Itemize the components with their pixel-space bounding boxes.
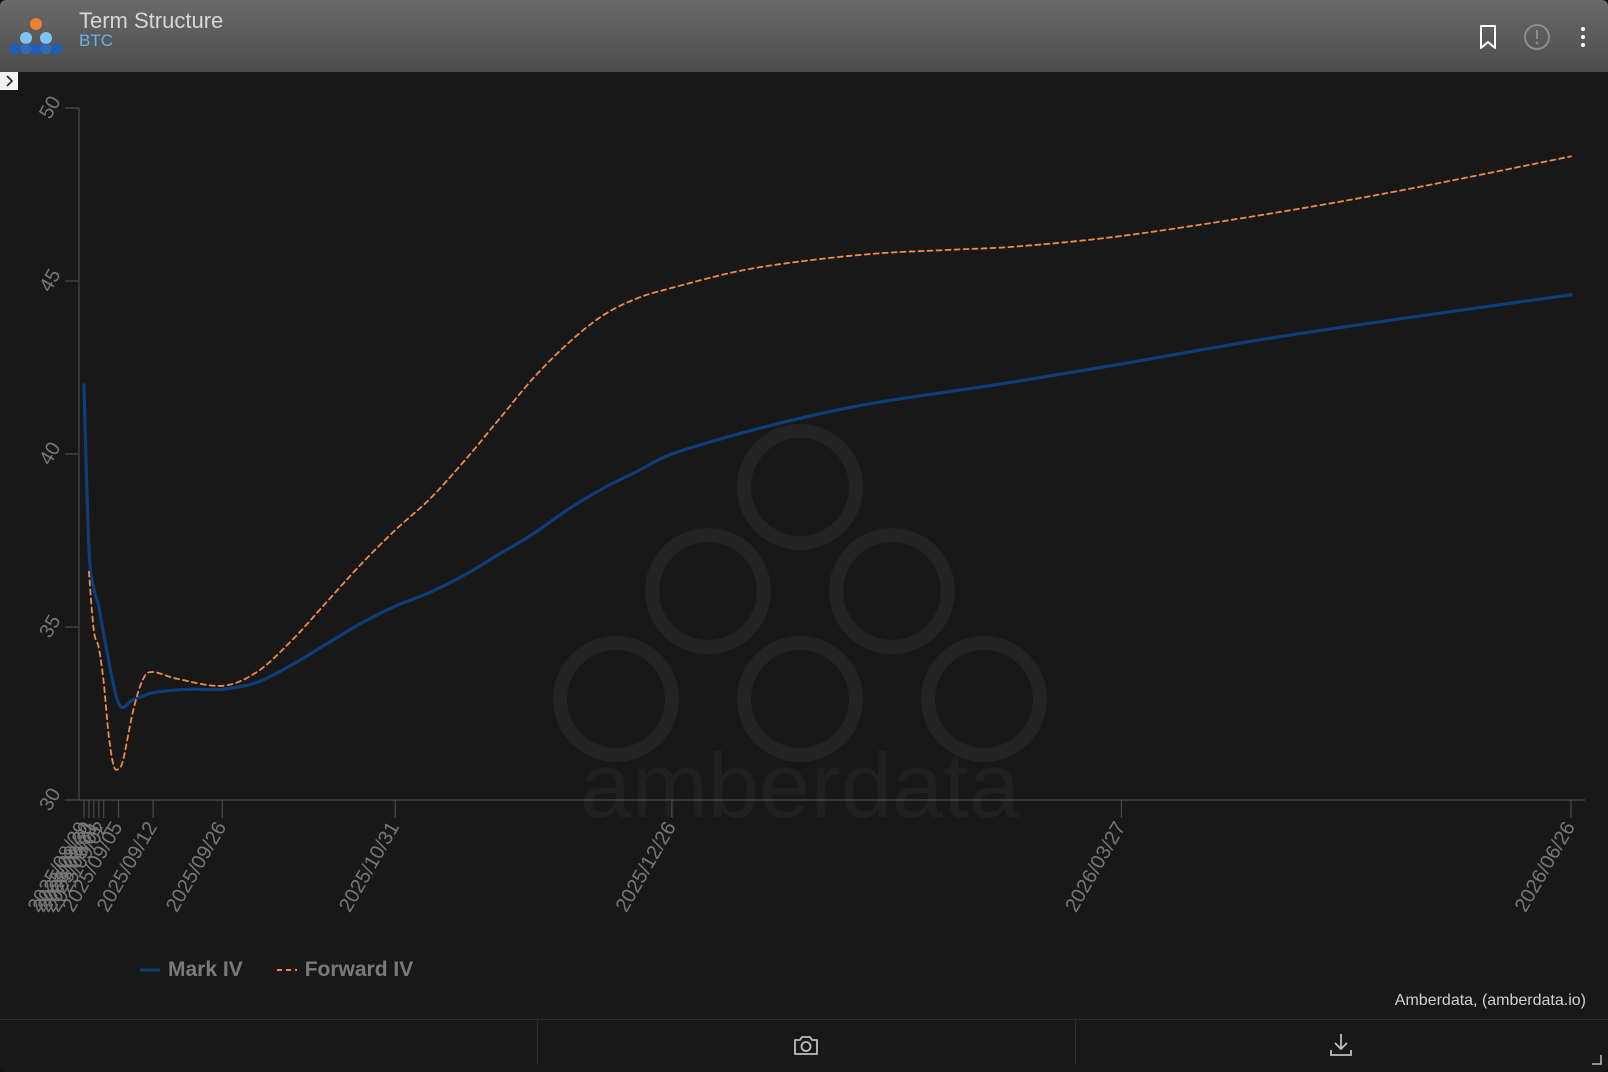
sidebar-toggle-button[interactable] [0,72,18,90]
download-icon[interactable] [1326,1030,1356,1060]
y-tick-label: 40 [35,439,65,469]
legend-label-mark-iv: Mark IV [168,958,243,981]
chart-legend: Mark IV Forward IV [140,955,447,985]
x-tick-label: 2026/06/26 [1511,818,1580,916]
chart-footer [0,1019,1608,1072]
series-line-forward-iv[interactable] [88,155,1572,771]
x-tick-label: 2025/10/31 [335,818,404,916]
y-tick-label: 45 [35,266,65,296]
footer-cell-left [0,1020,538,1065]
legend-item-mark-iv[interactable]: Mark IV [140,958,243,982]
y-tick-label: 50 [35,93,65,123]
legend-label-forward-iv: Forward IV [304,958,414,981]
term-structure-chart: amberdata 30354045502025/08/292025/08/30… [24,93,1585,916]
amberdata-logo-icon [9,18,63,55]
bookmark-icon[interactable] [1473,22,1503,52]
y-tick-label: 30 [35,785,65,815]
y-tick-label: 35 [35,612,65,642]
more-vertical-icon[interactable] [1568,22,1598,52]
series-line-mark-iv[interactable] [82,293,1573,710]
legend-swatch-mark-iv [140,968,160,972]
x-tick-label: 2026/03/27 [1061,818,1130,916]
amberdata-watermark-icon: amberdata [553,424,1047,837]
watermark-text: amberdata [580,735,1021,837]
page-title: Term Structure [79,8,224,33]
asset-subtitle: BTC [79,31,113,50]
chart-axes [78,108,1585,801]
chart-credit: Amberdata, (amberdata.io) [1394,992,1586,1009]
window-header: Term Structure BTC [0,0,1608,72]
camera-icon[interactable] [791,1030,821,1060]
footer-cell-camera [538,1020,1076,1065]
chart-series [82,155,1573,771]
legend-swatch-forward-iv [276,969,297,971]
resize-handle-icon[interactable] [1592,1055,1602,1065]
legend-item-forward-iv[interactable]: Forward IV [276,958,414,982]
alert-icon[interactable] [1522,22,1552,52]
footer-cell-download [1076,1020,1608,1065]
x-tick-label: 2025/09/26 [162,818,231,916]
